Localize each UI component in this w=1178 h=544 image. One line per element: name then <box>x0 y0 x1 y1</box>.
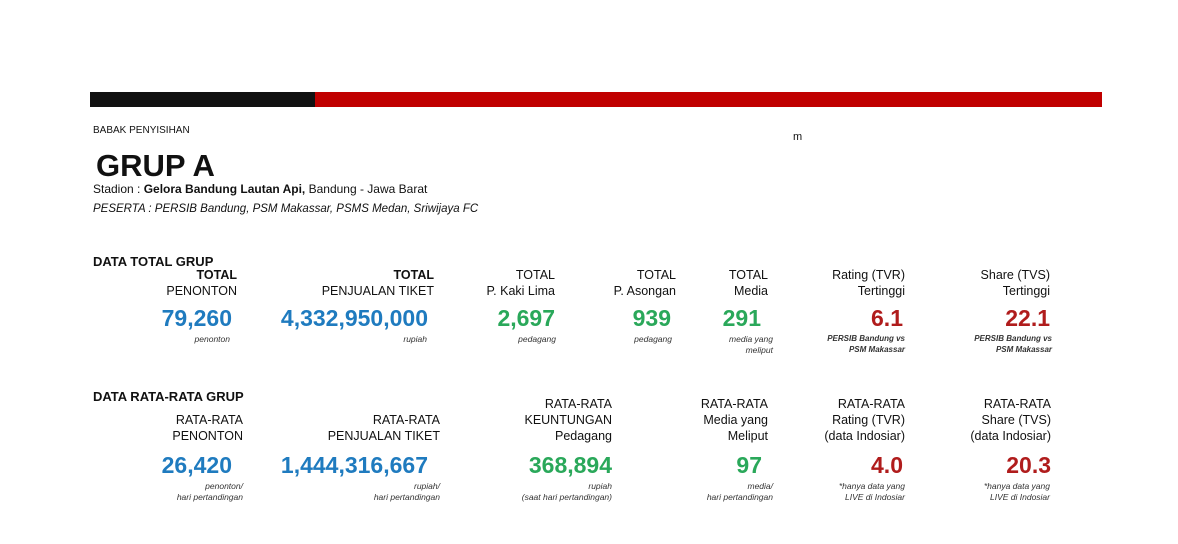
metric-value: 939 <box>632 305 671 331</box>
black-bar <box>90 92 315 107</box>
metric-note: PERSIB Bandung vs <box>974 334 1052 343</box>
column-header: TOTAL <box>728 268 768 282</box>
column-header: Share (TVS) <box>980 268 1050 282</box>
stadium-line: Stadion : Gelora Bandung Lautan Api, Ban… <box>93 183 427 195</box>
metric-unit: rupiah <box>403 334 427 344</box>
column-header: P. Asongan <box>613 284 676 298</box>
metric-unit: *hanya data yang <box>983 481 1050 491</box>
stadium-venue: Gelora Bandung Lautan Api, <box>143 182 306 196</box>
metric-unit: media yang <box>729 334 773 344</box>
metric-value: 20.3 <box>1006 452 1051 478</box>
metric-value: 291 <box>722 305 761 331</box>
metric-unit: pedagang <box>634 334 672 344</box>
column-header: RATA-RATA <box>837 397 905 411</box>
column-header: RATA-RATA <box>175 413 243 427</box>
section-title: DATA TOTAL GRUP <box>93 254 214 269</box>
metric-unit: hari pertandingan <box>706 492 773 502</box>
metric-note: PERSIB Bandung vs <box>827 334 905 343</box>
column-header: Tertinggi <box>857 284 905 298</box>
group-title: GRUP A <box>96 148 215 183</box>
column-header: RATA-RATA <box>544 397 612 411</box>
metric-value: 2,697 <box>497 305 555 331</box>
column-header: Share (TVS) <box>981 413 1051 427</box>
column-header: PENJUALAN TIKET <box>327 429 440 443</box>
metric-unit: meliput <box>745 345 773 355</box>
column-header: RATA-RATA <box>983 397 1051 411</box>
column-header: RATA-RATA <box>372 413 440 427</box>
metric-unit: pedagang <box>518 334 556 344</box>
metric-unit: rupiah <box>588 481 612 491</box>
column-header: Media <box>733 284 768 298</box>
section-title: DATA RATA-RATA GRUP <box>93 389 244 404</box>
metric-unit: hari pertandingan <box>176 492 243 502</box>
metric-value: 26,420 <box>161 452 232 478</box>
column-header: (data Indosiar) <box>824 429 905 443</box>
column-header: RATA-RATA <box>700 397 768 411</box>
column-header: (data Indosiar) <box>970 429 1051 443</box>
metric-unit: penonton <box>194 334 230 344</box>
metric-value: 22.1 <box>1005 305 1050 331</box>
metric-value: 79,260 <box>161 305 232 331</box>
metric-unit: LIVE di Indosiar <box>989 492 1050 502</box>
metric-value: 4,332,950,000 <box>280 305 428 331</box>
column-header: TOTAL <box>196 268 237 282</box>
column-header: P. Kaki Lima <box>486 284 555 298</box>
column-header: Meliput <box>727 429 768 443</box>
column-header: PENONTON <box>166 284 237 298</box>
column-header: Tertinggi <box>1002 284 1050 298</box>
metric-value: 1,444,316,667 <box>280 452 428 478</box>
column-header: TOTAL <box>515 268 555 282</box>
column-header: Rating (TVR) <box>832 268 905 282</box>
column-header: KEUNTUNGAN <box>524 413 612 427</box>
column-header: TOTAL <box>393 268 434 282</box>
column-header: PENONTON <box>172 429 243 443</box>
metric-note: PSM Makassar <box>995 345 1052 354</box>
metric-unit: LIVE di Indosiar <box>844 492 905 502</box>
metric-unit: *hanya data yang <box>838 481 905 491</box>
stage-label: BABAK PENYISIHAN <box>93 125 190 136</box>
column-header: Media yang <box>703 413 768 427</box>
column-header: TOTAL <box>636 268 676 282</box>
metric-unit: media/ <box>747 481 773 491</box>
red-bar <box>315 92 1102 107</box>
metric-value: 368,894 <box>528 452 612 478</box>
stadium-city: Bandung - Jawa Barat <box>305 182 428 196</box>
stadium-label: Stadion : <box>93 182 144 196</box>
participants: PESERTA : PERSIB Bandung, PSM Makassar, … <box>93 203 479 215</box>
metric-note: PSM Makassar <box>848 345 905 354</box>
metric-value: 97 <box>736 452 762 478</box>
metric-value: 4.0 <box>871 452 903 478</box>
metric-unit: hari pertandingan <box>373 492 440 502</box>
column-header: PENJUALAN TIKET <box>321 284 434 298</box>
column-header: Rating (TVR) <box>832 413 905 427</box>
column-header: Pedagang <box>554 429 612 443</box>
metric-value: 6.1 <box>871 305 903 331</box>
metric-unit: rupiah/ <box>414 481 440 491</box>
stray-mark: m <box>793 131 803 143</box>
metric-unit: (saat hari pertandingan) <box>521 492 612 502</box>
metric-unit: penonton/ <box>205 481 243 491</box>
